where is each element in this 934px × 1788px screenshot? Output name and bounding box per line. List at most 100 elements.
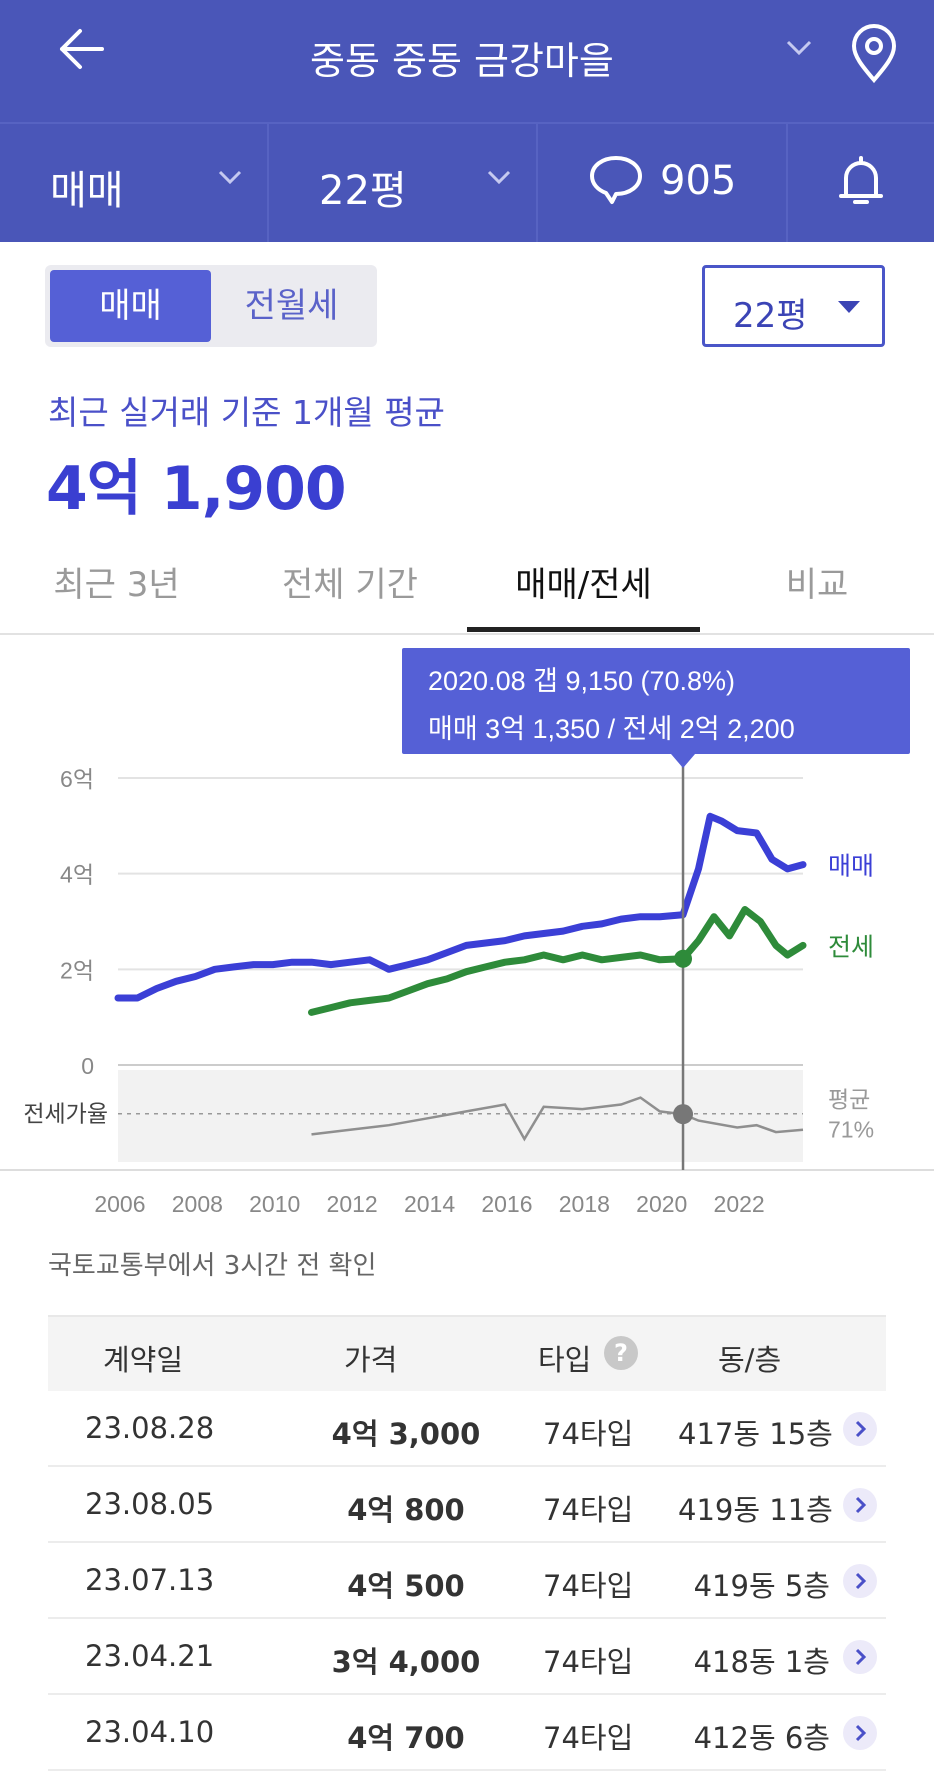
- chevron-down-icon: [786, 40, 812, 56]
- trade-segment-control: 매매 전월세: [45, 265, 377, 347]
- y-tick-label: 4억: [60, 862, 94, 888]
- comment-count: 905: [660, 158, 737, 204]
- y-tick-label: 2억: [60, 957, 94, 983]
- trade-type-label: 매매: [50, 168, 124, 214]
- tab-recent-3y[interactable]: 최근 3년: [53, 565, 180, 605]
- top-bar: 중동 중동 금강마을: [0, 0, 934, 122]
- tab-full-period[interactable]: 전체 기간: [282, 565, 418, 605]
- back-button[interactable]: [54, 22, 118, 82]
- speech-bubble-icon: [590, 156, 642, 204]
- row-date: 23.04.10: [85, 1715, 215, 1749]
- trade-type-selector[interactable]: 매매: [0, 124, 269, 242]
- row-type: 74타입: [543, 1493, 634, 1527]
- segment-sale[interactable]: 매매: [50, 270, 211, 342]
- rent-marker: [674, 949, 693, 968]
- tooltip-box: [402, 648, 910, 754]
- chevron-right-icon[interactable]: [843, 1716, 877, 1750]
- tooltip-pointer: [671, 754, 696, 768]
- x-tick-label: 2008: [172, 1191, 223, 1217]
- header-floor: 동/층: [718, 1343, 782, 1377]
- price-chart[interactable]: 6억 4억 2억 0 2006 2008 2010 2012 2014 2016 2018 2020 2…: [0, 640, 934, 1240]
- page-title: 중동 중동 금강마을: [310, 39, 614, 83]
- bell-icon: [839, 156, 883, 204]
- table-row[interactable]: 23.08.05 4억 800 74타입 419동 11층: [48, 1467, 886, 1543]
- ratio-band: [118, 1070, 803, 1162]
- average-ratio-value: 71%: [828, 1117, 874, 1143]
- x-tick-label: 2012: [327, 1191, 378, 1217]
- average-ratio-label: 평균: [828, 1087, 870, 1113]
- notification-button[interactable]: [788, 124, 934, 242]
- tab-compare[interactable]: 비교: [785, 565, 849, 605]
- area-dropdown[interactable]: 22평: [702, 265, 885, 347]
- row-date: 23.08.05: [85, 1487, 215, 1521]
- table-header: 계약일 가격 타입 ? 동/층: [48, 1315, 886, 1391]
- area-label: 22평: [319, 168, 407, 214]
- rent-series-label: 전세: [828, 933, 874, 961]
- table-row[interactable]: 23.07.13 4억 500 74타입 419동 5층: [48, 1543, 886, 1619]
- area-selector[interactable]: 22평: [269, 124, 538, 242]
- y-tick-label: 6억: [60, 766, 94, 792]
- ratio-series-line: [311, 1096, 804, 1142]
- row-price: 4억 3,000: [331, 1417, 481, 1451]
- x-tick-label: 2018: [559, 1191, 610, 1217]
- row-type: 74타입: [543, 1569, 634, 1603]
- segment-rent[interactable]: 전월세: [244, 286, 339, 326]
- row-price: 4억 800: [347, 1493, 465, 1527]
- chevron-right-icon[interactable]: [843, 1640, 877, 1674]
- average-price: 4억 1,900: [46, 454, 347, 524]
- row-floor: 419동 11층: [678, 1493, 833, 1527]
- row-floor: 412동 6층: [693, 1721, 830, 1755]
- row-price: 4억 500: [347, 1569, 465, 1603]
- row-date: 23.08.28: [85, 1411, 215, 1445]
- ratio-series-label: 전세가율: [23, 1101, 108, 1127]
- back-arrow-icon: [60, 29, 104, 69]
- tooltip-line-2: 매매 3억 1,350 / 전세 2억 2,200: [428, 714, 795, 744]
- chevron-down-icon: [218, 170, 242, 184]
- x-tick-label: 2006: [94, 1191, 145, 1217]
- area-dropdown-value: 22평: [733, 296, 808, 336]
- chevron-right-icon[interactable]: [843, 1412, 877, 1446]
- row-floor: 419동 5층: [693, 1569, 830, 1603]
- row-type: 74타입: [543, 1645, 634, 1679]
- caret-down-icon: [838, 301, 860, 313]
- sale-series-label: 매매: [828, 853, 874, 881]
- data-source-note: 국토교통부에서 3시간 전 확인: [48, 1251, 377, 1281]
- tab-sale-rent[interactable]: 매매/전세: [515, 565, 652, 605]
- row-type: 74타입: [543, 1721, 634, 1755]
- comments-button[interactable]: 905: [538, 124, 788, 242]
- row-price: 4억 700: [347, 1721, 465, 1755]
- x-tick-label: 2016: [481, 1191, 532, 1217]
- chevron-down-icon: [487, 170, 511, 184]
- table-row[interactable]: 23.04.21 3억 4,000 74타입 418동 1층: [48, 1619, 886, 1695]
- row-date: 23.04.21: [85, 1639, 215, 1673]
- average-label: 최근 실거래 기준 1개월 평균: [48, 393, 445, 432]
- row-type: 74타입: [543, 1417, 634, 1451]
- help-icon[interactable]: ?: [604, 1336, 638, 1370]
- tooltip-line-1: 2020.08 갭 9,150 (70.8%): [428, 666, 735, 696]
- x-tick-label: 2020: [636, 1191, 687, 1217]
- x-tick-label: 2022: [714, 1191, 765, 1217]
- row-floor: 418동 1층: [693, 1645, 830, 1679]
- ratio-marker: [673, 1104, 694, 1125]
- rent-series-line: [308, 906, 807, 1016]
- sale-series-line: [114, 812, 807, 1002]
- chevron-right-icon[interactable]: [843, 1564, 877, 1598]
- row-price: 3억 4,000: [331, 1645, 481, 1679]
- table-row[interactable]: 23.04.10 4억 700 74타입 412동 6층: [48, 1695, 886, 1771]
- header-price: 가격: [344, 1343, 398, 1377]
- chart-tabs: 최근 3년 전체 기간 매매/전세 비교: [0, 545, 934, 635]
- row-date: 23.07.13: [85, 1563, 215, 1597]
- filter-bar: 매매 22평 905: [0, 122, 934, 242]
- active-tab-indicator: [467, 627, 700, 632]
- transaction-table: 계약일 가격 타입 ? 동/층 23.08.28 4억 3,000 74타입 417동…: [48, 1315, 886, 1771]
- header-date: 계약일: [103, 1343, 184, 1377]
- table-row[interactable]: 23.08.28 4억 3,000 74타입 417동 15층: [48, 1391, 886, 1467]
- header-type: 타입: [538, 1343, 592, 1377]
- chevron-right-icon[interactable]: [843, 1488, 877, 1522]
- location-pin-button[interactable]: [846, 22, 902, 86]
- y-tick-label: 0: [81, 1053, 94, 1079]
- complex-selector[interactable]: 중동 중동 금강마을: [250, 22, 812, 83]
- row-floor: 417동 15층: [678, 1417, 833, 1451]
- x-tick-label: 2010: [249, 1191, 300, 1217]
- location-pin-icon: [851, 24, 897, 84]
